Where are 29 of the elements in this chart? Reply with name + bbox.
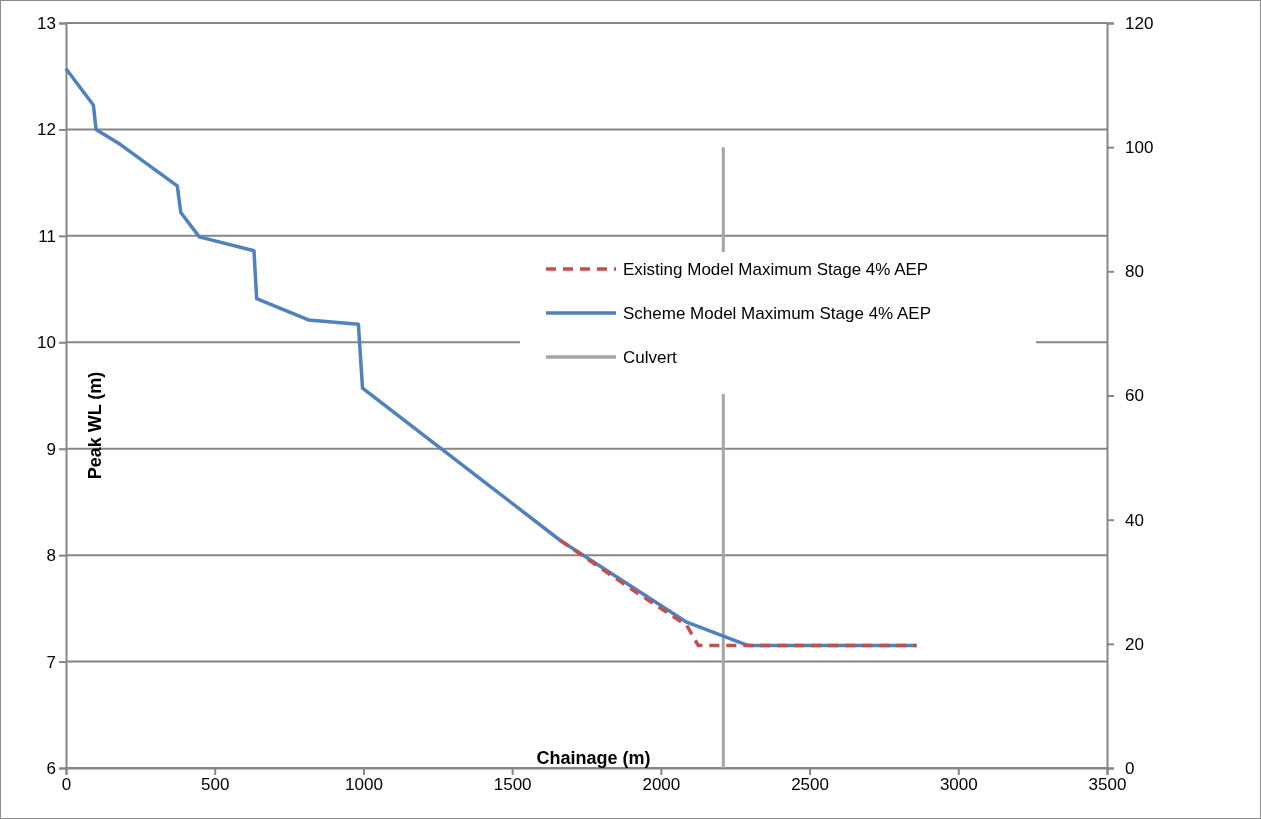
x-tick-label: 0 [61, 775, 72, 795]
y2-tick-label: 120 [1125, 13, 1154, 33]
y2-tick-label: 80 [1125, 262, 1144, 282]
x-tick-label: 1500 [493, 775, 532, 795]
y-axis-title: Peak WL (m) [85, 371, 105, 480]
y-tick-label: 9 [46, 439, 56, 459]
line-series [558, 538, 919, 648]
legend-label: Scheme Model Maximum Stage 4% AEP [623, 304, 932, 323]
x-tick-label: 2000 [642, 775, 681, 795]
y-tick-label: 12 [37, 120, 56, 140]
legend-label: Existing Model Maximum Stage 4% AEP [623, 260, 929, 279]
y2-tick-label: 100 [1125, 138, 1154, 158]
y-tick-label: 10 [37, 333, 56, 353]
y2-tick-label: 20 [1125, 634, 1144, 654]
y2-tick-label: 60 [1125, 386, 1144, 406]
y-tick-label: 13 [37, 13, 56, 33]
y2-tick-label: 0 [1125, 758, 1135, 778]
x-axis-title: Chainage (m) [536, 748, 651, 768]
legend-label: Culvert [623, 348, 678, 367]
y2-tick-label: 40 [1125, 510, 1144, 530]
x-tick-label: 500 [201, 775, 230, 795]
y-tick-label: 7 [46, 652, 56, 672]
x-tick-label: 2500 [791, 775, 829, 795]
y-tick-label: 6 [46, 758, 56, 778]
y-tick-label: 11 [38, 226, 56, 246]
x-tick-label: 3500 [1088, 775, 1127, 795]
y-tick-label: 8 [46, 546, 56, 566]
x-tick-label: 1000 [345, 775, 383, 795]
x-tick-label: 3000 [939, 775, 978, 795]
